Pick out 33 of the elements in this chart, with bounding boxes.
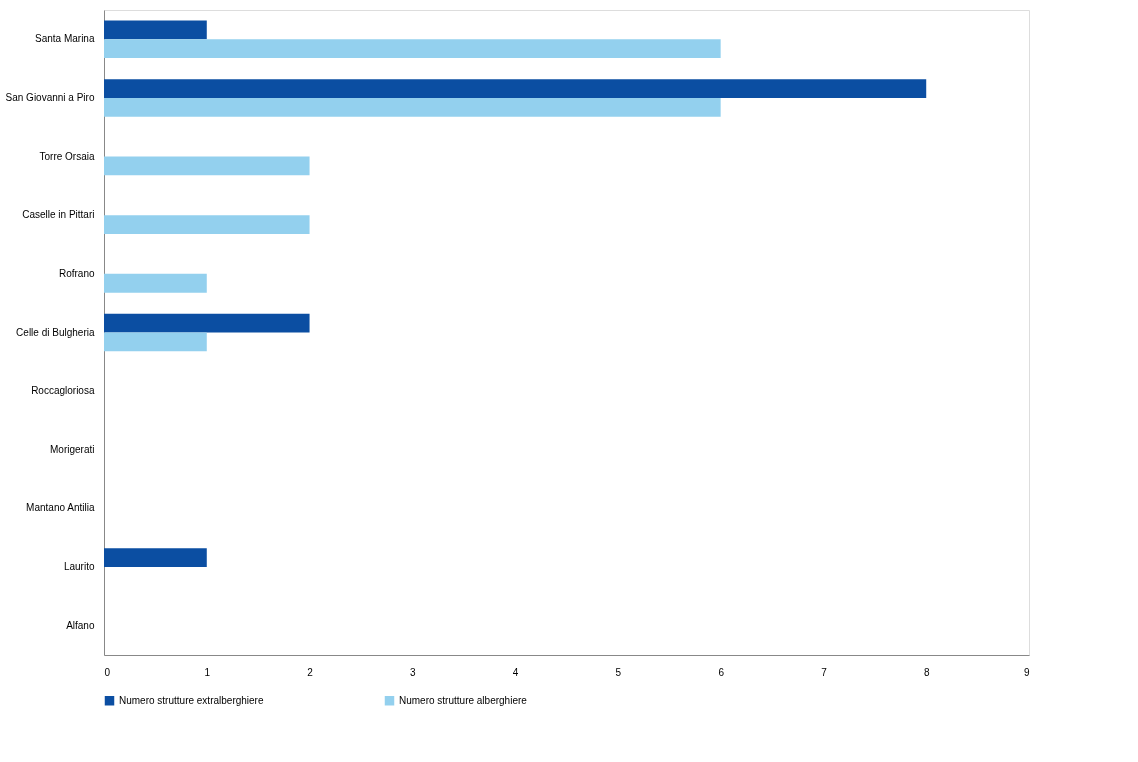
y-tick-label: Roccagloriosa — [31, 385, 95, 397]
y-tick-label: San Giovanni a Piro — [5, 91, 95, 103]
x-tick-label: 9 — [1023, 666, 1030, 678]
bar — [104, 273, 207, 293]
bar — [104, 97, 721, 117]
bar — [104, 332, 207, 352]
y-tick-label: Morigerati — [50, 443, 95, 455]
y-tick-label: Torre Orsaia — [39, 150, 95, 162]
bar — [104, 313, 310, 333]
x-tick-label: 8 — [923, 666, 930, 678]
bar — [104, 215, 310, 234]
x-tick-label: 7 — [821, 666, 828, 678]
x-tick-label: 1 — [204, 666, 211, 678]
y-tick-label: Mantano Antilia — [26, 502, 95, 514]
x-tick-label: 2 — [307, 666, 314, 678]
bar — [104, 548, 207, 568]
x-tick-label: 0 — [104, 666, 111, 678]
y-tick-label: Rofrano — [58, 267, 95, 279]
y-tick-label: Alfano — [66, 619, 95, 631]
bar — [104, 39, 721, 59]
x-tick-label: 4 — [512, 666, 519, 678]
y-tick-label: Caselle in Pittari — [22, 209, 95, 221]
y-tick-label: Santa Marina — [35, 33, 95, 45]
bar — [104, 156, 310, 176]
x-tick-label: 5 — [615, 666, 622, 678]
x-tick-label: 6 — [718, 666, 725, 678]
bar — [104, 20, 207, 40]
x-tick-label: 3 — [410, 666, 417, 678]
legend-label: Numero strutture alberghiere — [399, 694, 528, 706]
legend-label: Numero strutture extralberghiere — [119, 694, 264, 706]
y-tick-label: Celle di Bulgheria — [16, 326, 95, 338]
y-tick-label: Laurito — [63, 561, 95, 573]
bar — [104, 79, 927, 98]
